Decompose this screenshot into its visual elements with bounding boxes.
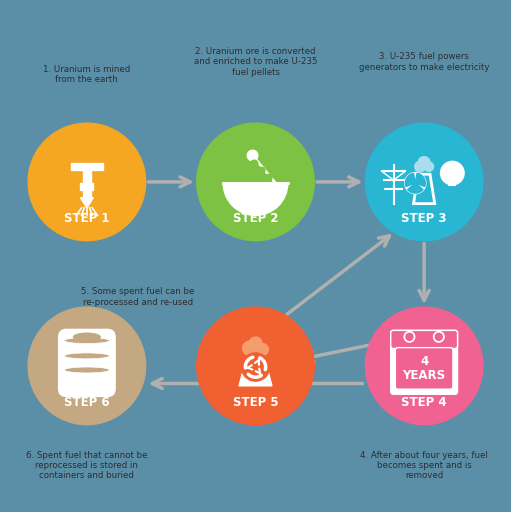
Circle shape: [265, 174, 272, 181]
Ellipse shape: [64, 383, 110, 392]
Text: STEP 5: STEP 5: [233, 396, 278, 409]
Circle shape: [257, 344, 268, 355]
Text: 4. After about four years, fuel
becomes spent and is
removed: 4. After about four years, fuel becomes …: [360, 451, 488, 480]
Circle shape: [412, 180, 419, 186]
Circle shape: [418, 157, 430, 168]
Circle shape: [365, 123, 483, 241]
Bar: [71, 162, 103, 170]
Text: STEP 4: STEP 4: [401, 396, 447, 409]
Bar: [80, 183, 94, 190]
Ellipse shape: [64, 353, 109, 359]
Circle shape: [404, 332, 415, 342]
Circle shape: [258, 167, 265, 174]
Bar: [447, 177, 458, 181]
Circle shape: [197, 307, 314, 424]
Text: 5. Some spent fuel can be
re-processed and re-used: 5. Some spent fuel can be re-processed a…: [81, 287, 195, 307]
Ellipse shape: [64, 333, 110, 345]
Ellipse shape: [233, 183, 249, 191]
Circle shape: [28, 307, 146, 424]
Polygon shape: [408, 185, 423, 193]
Ellipse shape: [253, 183, 269, 191]
Text: 2. Uranium ore is converted
and enriched to make U-235
fuel pellets: 2. Uranium ore is converted and enriched…: [194, 47, 317, 77]
Circle shape: [424, 162, 433, 172]
FancyBboxPatch shape: [59, 329, 115, 396]
Ellipse shape: [74, 333, 100, 341]
Text: 1. Uranium is mined
from the earth: 1. Uranium is mined from the earth: [43, 65, 130, 84]
Circle shape: [415, 161, 425, 172]
Polygon shape: [405, 173, 414, 186]
Circle shape: [243, 341, 257, 355]
Circle shape: [249, 337, 262, 350]
Text: STEP 2: STEP 2: [233, 212, 278, 225]
Circle shape: [247, 150, 258, 161]
Circle shape: [435, 333, 443, 340]
Circle shape: [440, 161, 464, 185]
Circle shape: [365, 307, 483, 424]
Polygon shape: [416, 173, 425, 186]
Text: 6. Spent fuel that cannot be
reprocessed is stored in
containers and buried: 6. Spent fuel that cannot be reprocessed…: [26, 451, 148, 480]
Circle shape: [28, 123, 146, 241]
Circle shape: [251, 160, 258, 167]
Wedge shape: [223, 183, 288, 216]
FancyBboxPatch shape: [396, 348, 453, 389]
Polygon shape: [239, 356, 272, 386]
Circle shape: [405, 173, 426, 194]
Text: STEP 1: STEP 1: [64, 212, 110, 225]
Text: 4
YEARS: 4 YEARS: [403, 355, 446, 382]
Text: 3. U-235 fuel powers
generators to make electricity: 3. U-235 fuel powers generators to make …: [359, 52, 490, 72]
Polygon shape: [80, 198, 94, 208]
Ellipse shape: [64, 367, 109, 373]
Circle shape: [406, 333, 413, 340]
FancyBboxPatch shape: [391, 330, 457, 394]
Circle shape: [433, 332, 444, 342]
Text: STEP 6: STEP 6: [64, 396, 110, 409]
Ellipse shape: [64, 337, 109, 344]
FancyBboxPatch shape: [391, 330, 457, 349]
Circle shape: [197, 123, 314, 241]
Circle shape: [241, 353, 270, 381]
Bar: [83, 165, 90, 198]
Text: STEP 3: STEP 3: [401, 212, 447, 225]
